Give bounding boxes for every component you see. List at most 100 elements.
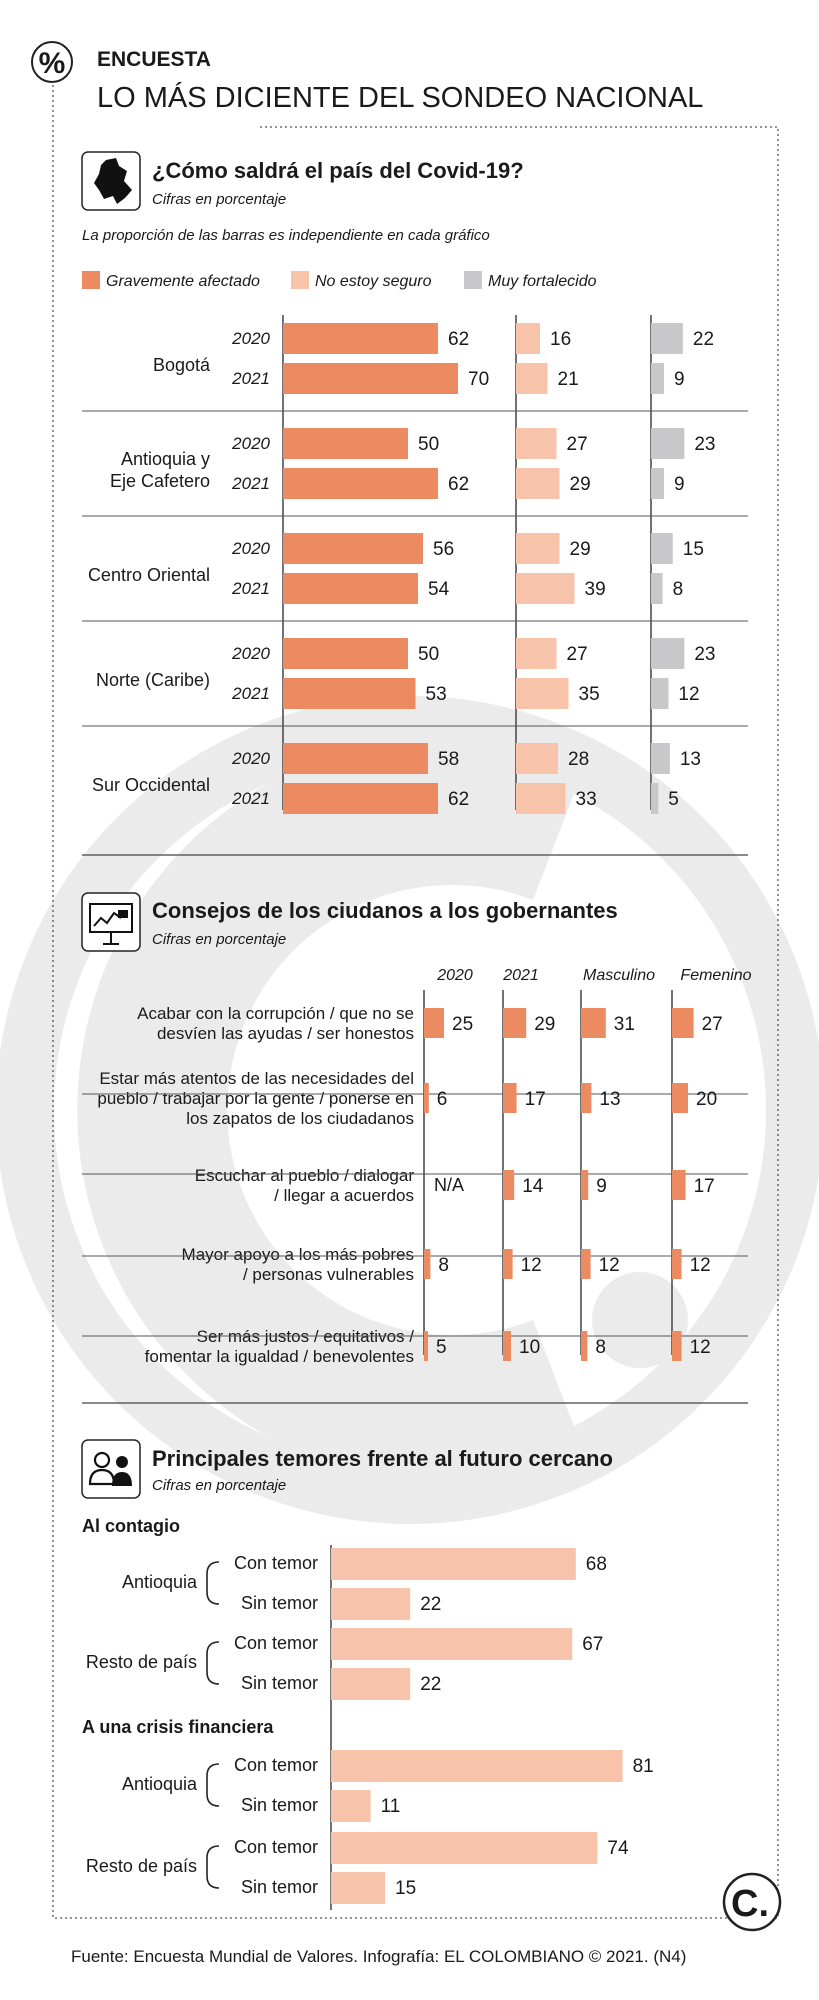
chart2-value: 17 (694, 1176, 715, 1197)
chart1-value-no-seguro: 33 (576, 789, 597, 810)
chart1-year-label: 2021 (231, 684, 270, 703)
chart1-value-no-seguro: 27 (567, 644, 588, 665)
chart1-value-no-seguro: 39 (585, 579, 606, 600)
chart2-bar (672, 1249, 682, 1279)
chart1-bar-gravemente (283, 638, 408, 669)
chart1-bar-fortalecido (651, 783, 659, 814)
chart1-bar-gravemente (283, 783, 438, 814)
el-colombiano-logo: C. (722, 1872, 782, 1932)
legend-gravemente: Gravemente afectado (106, 273, 260, 290)
chart2-bar (672, 1170, 686, 1200)
chart2-bar (503, 1083, 517, 1113)
chart2-value: 27 (702, 1014, 723, 1035)
chart3-value: 11 (381, 1796, 401, 1817)
chart3-group-heading: Al contagio (82, 1516, 180, 1536)
chart1-value-fortalecido: 5 (668, 789, 679, 810)
chart2-value: 12 (690, 1255, 711, 1276)
chart2-bar (424, 1249, 431, 1279)
chart1-bar-fortalecido (651, 428, 685, 459)
chart2-value: 10 (519, 1337, 540, 1358)
chart1-title: ¿Cómo saldrá el país del Covid-19? (152, 158, 524, 183)
chart2-value-na: N/A (434, 1175, 464, 1195)
chart1-bar-no-seguro (516, 783, 566, 814)
chart3-subtitle: Cifras en porcentaje (152, 1477, 286, 1494)
chart2-title: Consejos de los ciudanos a los gobernant… (152, 898, 618, 923)
chart3-bar (331, 1628, 573, 1660)
chart1-legend: Gravemente afectado No estoy seguro Muy … (82, 271, 597, 290)
chart1-region-label: Norte (Caribe) (96, 670, 210, 690)
chart2-bar (503, 1008, 527, 1038)
chart2-row-label: Mayor apoyo a los más pobres (182, 1245, 414, 1264)
chart3-bar-label: Con temor (234, 1633, 318, 1653)
chart3-bracket (206, 1845, 220, 1889)
chart3-value: 22 (420, 1674, 441, 1695)
chart2-bar (581, 1249, 591, 1279)
chart3-bracket (206, 1763, 220, 1807)
chart3-bar-label: Sin temor (241, 1795, 318, 1815)
chart3-plot: Al contagio Antioquia Con temor 68 Sin temor… (82, 1516, 654, 1910)
chart2-bar (424, 1331, 428, 1361)
chart1-bar-gravemente (283, 468, 438, 499)
logo-letter: C. (731, 1883, 769, 1925)
chart3-bar (331, 1588, 411, 1620)
chart1-subtitle: Cifras en porcentaje (152, 191, 286, 208)
chart1-value-gravemente: 70 (468, 369, 489, 390)
chart1-value-gravemente: 62 (448, 789, 469, 810)
chart1-bar-gravemente (283, 428, 408, 459)
watermark-letter-c (77, 735, 587, 1485)
chart1-bar-fortalecido (651, 678, 669, 709)
chart1-value-no-seguro: 21 (558, 369, 579, 390)
chart1-bar-gravemente (283, 573, 418, 604)
chart2-value: 14 (522, 1176, 544, 1197)
chart3-value: 22 (420, 1594, 441, 1615)
chart1-value-fortalecido: 23 (694, 434, 715, 455)
chart1-value-gravemente: 53 (426, 684, 447, 705)
chart3-bar-label: Con temor (234, 1755, 318, 1775)
watermark-dot (592, 1272, 688, 1368)
percent-badge-symbol: % (39, 47, 66, 80)
chart2-row-label: / llegar a acuerdos (274, 1186, 414, 1205)
chart1-bar-gravemente (283, 533, 423, 564)
chart1-value-no-seguro: 27 (567, 434, 588, 455)
chart1-bar-no-seguro (516, 533, 560, 564)
chart1-bar-no-seguro (516, 638, 557, 669)
chart2-bar (503, 1249, 513, 1279)
presentation-board-icon (81, 892, 141, 952)
chart2-row-label: desvíen las ayudas / ser honestos (157, 1024, 414, 1043)
chart1-value-gravemente: 62 (448, 329, 469, 350)
chart1-value-fortalecido: 9 (674, 369, 685, 390)
watermark-ring (0, 696, 819, 1524)
chart1-bar-no-seguro (516, 743, 558, 774)
chart2-column-header: 2020 (436, 967, 473, 984)
chart1-bar-no-seguro (516, 323, 540, 354)
legend-swatch-no-seguro (291, 271, 309, 289)
chart2-row-label: fomentar la igualdad / benevolentes (145, 1347, 414, 1366)
chart2-value: 17 (525, 1089, 546, 1110)
legend-no-seguro: No estoy seguro (315, 273, 432, 290)
chart1-year-label: 2021 (231, 579, 270, 598)
chart2-column-header: Masculino (583, 967, 655, 984)
chart3-group-heading: A una crisis financiera (82, 1717, 274, 1737)
chart1-value-fortalecido: 22 (693, 329, 714, 350)
chart3-title: Principales temores frente al futuro cer… (152, 1446, 613, 1471)
chart2-value: 9 (596, 1176, 607, 1197)
chart2-value: 29 (534, 1014, 555, 1035)
chart3-bracket (206, 1641, 220, 1685)
chart1-value-gravemente: 54 (428, 579, 450, 600)
chart1-plot: Bogotá 2020 62 16 22 2021 70 21 9 Antioquia yEje … (82, 315, 748, 814)
chart1-value-no-seguro: 35 (579, 684, 600, 705)
chart2-plot: 2020 2021 Masculino Femenino Acabar con la c… (82, 967, 752, 1366)
colombia-map-icon (81, 151, 141, 211)
chart3-value: 74 (607, 1838, 629, 1859)
chart1-region-label: Antioquia y (121, 449, 210, 469)
chart1-bar-no-seguro (516, 363, 548, 394)
chart1-bar-gravemente (283, 363, 458, 394)
chart2-subtitle: Cifras en porcentaje (152, 931, 286, 948)
chart2-bar (581, 1008, 606, 1038)
chart3-bar-label: Sin temor (241, 1673, 318, 1693)
chart2-bar (672, 1008, 694, 1038)
chart1-value-no-seguro: 29 (570, 539, 591, 560)
people-icon (81, 1439, 141, 1499)
chart2-value: 5 (436, 1337, 447, 1358)
